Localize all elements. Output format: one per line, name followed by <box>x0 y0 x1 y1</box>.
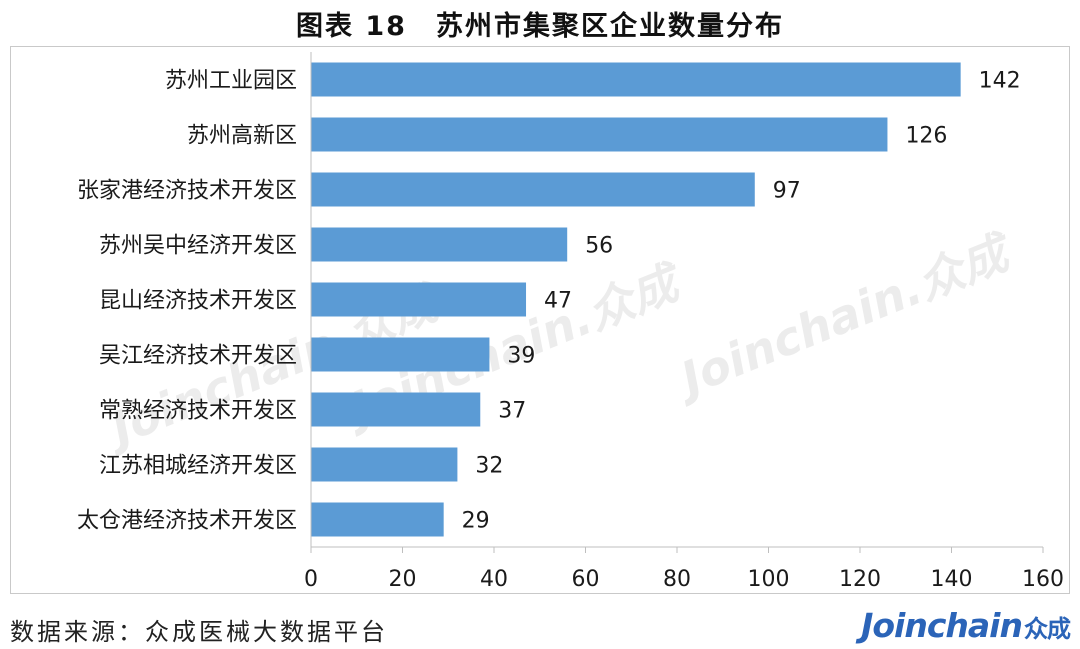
bar <box>311 172 755 207</box>
brand-cn: 众成 <box>1024 615 1071 643</box>
category-label: 昆山经济技术开发区 <box>99 289 297 314</box>
data-label: 47 <box>544 289 572 314</box>
x-tick-label: 0 <box>304 567 318 592</box>
category-label: 江苏相城经济开发区 <box>99 454 297 479</box>
x-tick-label: 80 <box>663 567 691 592</box>
bar <box>311 337 490 372</box>
bar <box>311 117 888 152</box>
category-label: 吴江经济技术开发区 <box>99 344 297 369</box>
category-label: 张家港经济技术开发区 <box>77 179 297 204</box>
data-label: 37 <box>498 399 526 424</box>
chart-frame <box>10 46 1070 594</box>
data-source: 数据来源：众成医械大数据平台 <box>10 618 388 646</box>
bar <box>311 282 527 317</box>
x-tick-label: 120 <box>839 567 881 592</box>
x-tick-label: 60 <box>572 567 600 592</box>
x-tick-label: 100 <box>748 567 790 592</box>
category-label: 常熟经济技术开发区 <box>99 399 297 424</box>
bar <box>311 227 568 262</box>
x-tick-label: 20 <box>389 567 417 592</box>
category-label: 苏州工业园区 <box>165 69 297 94</box>
data-label: 142 <box>979 69 1021 94</box>
data-label: 56 <box>585 234 613 259</box>
data-label: 32 <box>475 454 503 479</box>
x-tick-label: 160 <box>1022 567 1064 592</box>
data-label: 97 <box>773 179 801 204</box>
category-label: 苏州高新区 <box>187 124 297 149</box>
bar <box>311 447 458 482</box>
chart-title: 图表 18 苏州市集聚区企业数量分布 <box>296 11 784 42</box>
bar-chart: 苏州工业园区 142 苏州高新区 126 张家港经济技术开发区 97 苏州吴中经济开发区 56… <box>77 52 1064 592</box>
brand-latin: Joinchain <box>861 606 1023 645</box>
x-tick-label: 140 <box>931 567 973 592</box>
category-label: 太仓港经济技术开发区 <box>77 509 297 534</box>
x-tick-label: 40 <box>480 567 508 592</box>
data-label: 39 <box>507 344 535 369</box>
brand-logo: Joinchain众成 <box>861 606 1071 645</box>
bar <box>311 502 444 537</box>
bar <box>311 62 961 97</box>
category-label: 苏州吴中经济开发区 <box>99 234 297 259</box>
data-label: 126 <box>905 124 947 149</box>
data-label: 29 <box>462 509 490 534</box>
bar <box>311 392 481 427</box>
